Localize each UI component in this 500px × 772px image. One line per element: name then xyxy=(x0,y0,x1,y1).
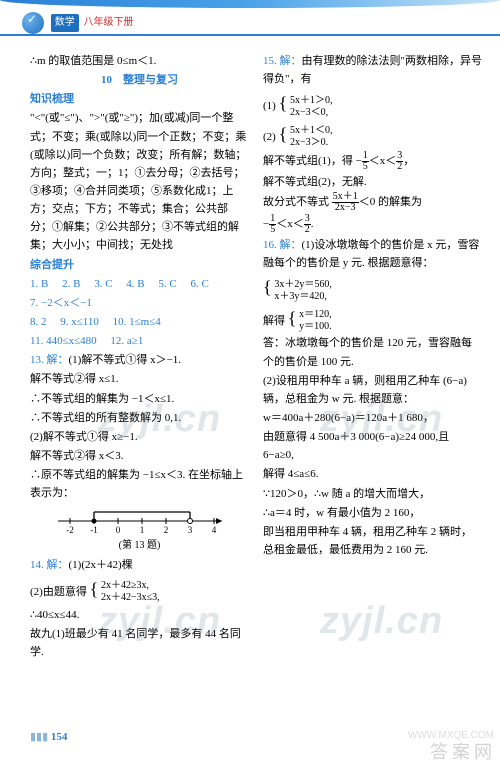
svg-text:4: 4 xyxy=(211,525,216,535)
text: 3x＋2y＝560, xyxy=(274,279,332,291)
text: ∵120＞0，∴w 随 a 的增大而增大， xyxy=(263,485,482,503)
text: 5x＋1＞0, xyxy=(290,95,333,107)
text: (2)由题意得 { 2x＋42≥3x, 2x＋42−3x≤3, xyxy=(30,575,249,605)
grade-label: 八年级下册 xyxy=(84,15,134,32)
page-num-value: 154 xyxy=(51,731,68,743)
text: 答：冰墩墩每个的售价是 120 元，雪容融每个的售价是 100 元. xyxy=(263,334,482,370)
text: ∴不等式组的所有整数解为 0,1. xyxy=(30,409,249,427)
text: 解不等式组(1)，得 −15＜x＜32， xyxy=(263,151,482,172)
lead: 13. 解： xyxy=(30,354,69,366)
text: 2x−3＜0, xyxy=(290,107,333,119)
svg-text:1: 1 xyxy=(139,525,144,535)
answer-row: 1. B 2. B 3. C 4. B 5. C 6. C xyxy=(30,275,249,293)
text: (2)由题意得 xyxy=(30,586,87,598)
text: . xyxy=(311,218,314,230)
right-column: 15. 解：由有理数的除法法则"两数相除，异号得负"，有 (1) { 5x＋1＞… xyxy=(263,52,482,662)
content-area: ∴m 的取值范围是 0≤m＜1. 10 整理与复习 知识梳理 "<"(或"≤")… xyxy=(0,44,500,682)
ans: 12. a≥1 xyxy=(110,335,143,347)
text: x＝120, xyxy=(299,309,332,321)
text: (1) { 5x＋1＞0, 2x−3＜0, xyxy=(263,89,482,119)
ans: 3. C xyxy=(94,278,112,290)
text: 故九(1)班最少有 41 名同学，最多有 44 名同学. xyxy=(30,625,249,661)
subject-badge: 数学 xyxy=(51,14,79,33)
text: 解不等式组(1)，得 − xyxy=(263,155,362,167)
ans: 5. C xyxy=(158,278,176,290)
text: ＜x＜ xyxy=(276,218,304,230)
svg-text:0: 0 xyxy=(115,525,120,535)
text: −15＜x＜32. xyxy=(263,214,482,235)
text: 解得 xyxy=(263,315,285,327)
text: 由题意得 4 500a＋3 000(6−a)≥24 000,且 6−a≥0, xyxy=(263,428,482,464)
svg-text:-2: -2 xyxy=(66,525,74,535)
q13: 13. 解：(1)解不等式①得 x＞−1. xyxy=(30,351,249,369)
number-line: -2 -1 0 1 2 3 4 xyxy=(50,506,230,536)
text: ， xyxy=(403,155,414,167)
text: "<"(或"≤")、">"(或"≥")；加(或减)同一个整式；不变；乘(或除以)… xyxy=(30,109,249,254)
page-header: 数学 八年级下册 xyxy=(0,0,500,44)
ans: 4. B xyxy=(126,278,144,290)
svg-text:-1: -1 xyxy=(90,525,98,535)
text: (2) xyxy=(263,131,276,143)
text: 解不等式②得 x＜3. xyxy=(30,447,249,465)
section-title: 10 整理与复习 xyxy=(30,71,249,89)
logo-icon xyxy=(22,12,44,34)
answer-row: 8. 2 9. x≤110 10. 1≤m≤4 xyxy=(30,313,249,331)
text: (2) { 5x＋1＜0, 2x−3＞0. xyxy=(263,120,482,150)
q16: 16. 解：(1)设冰墩墩每个的售价是 x 元，雪容融每个的售价是 y 元. 根… xyxy=(263,236,482,272)
answer-row: 11. 440≤x≤480 12. a≥1 xyxy=(30,332,249,350)
ans: 2. B xyxy=(62,278,80,290)
text: 即当租用甲种车 4 辆，租用乙种车 2 辆时，总租金最低，最低费用为 2 160… xyxy=(263,523,482,559)
figure-caption: (第 13 题) xyxy=(30,538,249,555)
text: ＜0 的解集为 xyxy=(359,196,422,208)
lead: 14. 解： xyxy=(30,559,69,571)
ans: 9. x≤110 xyxy=(60,316,99,328)
text: 故分式不等式 xyxy=(263,196,332,208)
text: ∴不等式组的解集为 −1＜x≤1. xyxy=(30,390,249,408)
text: 解得 { x＝120, y＝100. xyxy=(263,304,482,334)
ans: 1. B xyxy=(30,278,48,290)
text: y＝100. xyxy=(299,321,332,333)
subheading-zhishi: 知识梳理 xyxy=(30,90,249,108)
text: 解得 4≤a≤6. xyxy=(263,465,482,483)
corner-watermark: 答案网 xyxy=(430,738,496,768)
text: ＜x＜ xyxy=(369,155,397,167)
text: 解不等式组(2)，无解. xyxy=(263,173,482,191)
text: ∴a＝4 时，w 有最小值为 2 160， xyxy=(263,504,482,522)
text: 5x＋1＜0, xyxy=(290,125,333,137)
text: w＝400a＋280(6−a)＝120a＋1 680， xyxy=(263,409,482,427)
text: 2x＋42−3x≤3, xyxy=(101,592,160,604)
text: (2)解不等式①得 x≥−1. xyxy=(30,428,249,446)
ans: 11. 440≤x≤480 xyxy=(30,335,97,347)
header-rule xyxy=(0,34,500,36)
left-column: ∴m 的取值范围是 0≤m＜1. 10 整理与复习 知识梳理 "<"(或"≤")… xyxy=(30,52,249,662)
page-number: ▮▮▮ 154 xyxy=(30,728,67,746)
subheading-zonghe: 综合提升 xyxy=(30,256,249,274)
ans: 8. 2 xyxy=(30,316,47,328)
text: x＋3y＝420, xyxy=(274,291,332,303)
text: ∴m 的取值范围是 0≤m＜1. xyxy=(30,52,249,70)
text: 2x−3＞0. xyxy=(290,137,333,149)
lead: 16. 解： xyxy=(263,239,302,251)
text: (1) xyxy=(263,100,276,112)
text: ∴原不等式组的解集为 −1≤x＜3. 在坐标轴上表示为： xyxy=(30,466,249,502)
ans: 7. −2＜x＜−1 xyxy=(30,294,249,312)
header-wave xyxy=(0,0,500,8)
q15: 15. 解：由有理数的除法法则"两数相除，异号得负"，有 xyxy=(263,52,482,88)
text: ∴40≤x≤44. xyxy=(30,606,249,624)
svg-text:3: 3 xyxy=(187,525,192,535)
text: 2x＋42≥3x, xyxy=(101,580,160,592)
text: { 3x＋2y＝560, x＋3y＝420, xyxy=(263,273,482,303)
text: (1)解不等式①得 x＞−1. xyxy=(69,354,182,366)
ans: 6. C xyxy=(190,278,208,290)
text: (2)设租用甲种车 a 辆，则租用乙种车 (6−a) 辆，总租金为 w 元. 根… xyxy=(263,372,482,408)
q14: 14. 解：(1)(2x＋42)棵 xyxy=(30,556,249,574)
text: (1)(2x＋42)棵 xyxy=(69,559,133,571)
text: 故分式不等式 5x＋12x−3＜0 的解集为 xyxy=(263,192,482,213)
text: 解不等式②得 x≤1. xyxy=(30,370,249,388)
lead: 15. 解： xyxy=(263,55,302,67)
ans: 10. 1≤m≤4 xyxy=(113,316,161,328)
svg-text:2: 2 xyxy=(163,525,168,535)
